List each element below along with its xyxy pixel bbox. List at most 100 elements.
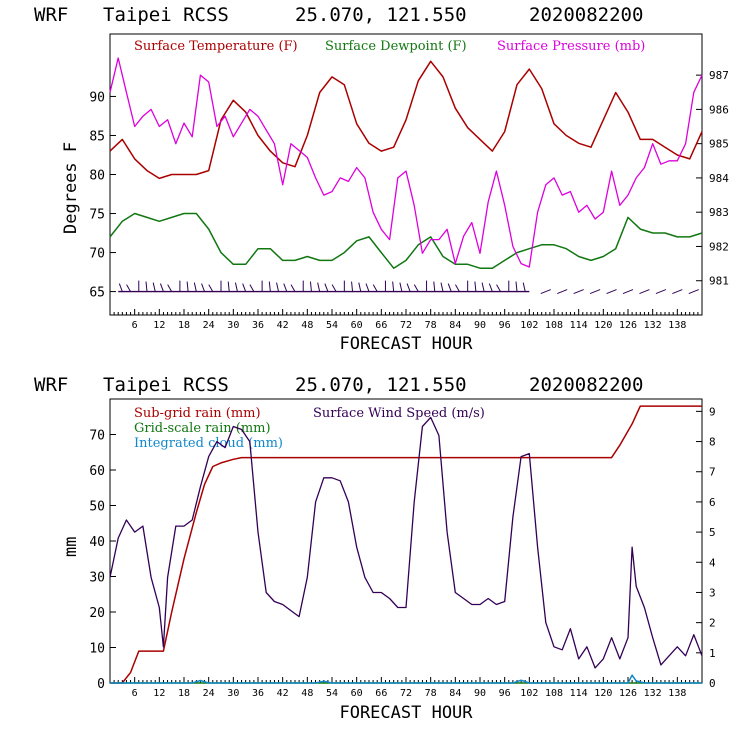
- series-surface-temperature-f: [109, 60, 703, 180]
- wind-barb: [655, 289, 667, 295]
- y-tick-label: 75: [89, 208, 105, 223]
- wind-barb: [145, 281, 148, 292]
- panel1-title-coords: 25.070, 121.550: [295, 4, 467, 26]
- x-tick-label: 114: [570, 688, 588, 699]
- legend-temperature: Surface Temperature (F): [134, 39, 298, 54]
- y2-tick-label: 3: [709, 586, 716, 599]
- series-surface-pressure-mb: [109, 57, 703, 268]
- x-tick-label: 24: [203, 320, 215, 331]
- wind-barb: [242, 283, 247, 292]
- panel2-y-axis-label: mm: [61, 537, 81, 557]
- x-tick-label: 114: [570, 320, 588, 331]
- wind-barb: [496, 284, 501, 292]
- x-tick-label: 54: [326, 688, 338, 699]
- wind-barb: [365, 283, 370, 292]
- x-tick-label: 72: [400, 320, 412, 331]
- y2-tick-label: 4: [709, 556, 716, 569]
- wind-barb: [227, 281, 230, 292]
- wind-barb: [474, 281, 477, 292]
- x-tick-label: 126: [619, 320, 637, 331]
- x-tick-label: 84: [449, 688, 461, 699]
- wind-barb: [488, 283, 493, 292]
- x-tick-label: 66: [375, 320, 387, 331]
- wind-barb: [447, 283, 452, 292]
- y2-tick-label: 985: [709, 138, 729, 151]
- panel2-series: [109, 405, 703, 684]
- x-tick-label: 30: [227, 688, 239, 699]
- y2-tick-label: 0: [709, 677, 716, 690]
- wind-barb: [317, 282, 321, 292]
- x-tick-label: 18: [178, 320, 190, 331]
- x-tick-label: 24: [203, 688, 215, 699]
- x-tick-label: 12: [153, 320, 165, 331]
- wind-barb: [159, 283, 164, 292]
- x-tick-label: 84: [449, 320, 461, 331]
- y-tick-label: 70: [89, 247, 105, 262]
- wind-barb: [276, 282, 280, 292]
- x-tick-label: 54: [326, 320, 338, 331]
- wind-barb: [622, 289, 634, 295]
- y2-tick-label: 983: [709, 206, 729, 219]
- x-tick-label: 36: [252, 320, 264, 331]
- series-surface-wind-speed-m-s: [109, 416, 703, 669]
- y-tick-label: 70: [89, 429, 105, 444]
- y-tick-label: 20: [89, 606, 105, 621]
- wind-barb: [331, 284, 337, 292]
- x-tick-label: 120: [594, 688, 612, 699]
- panel2-x-axis-label: FORECAST HOUR: [339, 703, 473, 723]
- x-tick-label: 42: [277, 688, 289, 699]
- wind-barbs-row: [118, 280, 699, 295]
- wind-barb: [268, 281, 271, 292]
- x-tick-label: 36: [252, 688, 264, 699]
- series-integrated-cloud-mm: [110, 674, 702, 684]
- legend-dewpoint: Surface Dewpoint (F): [325, 39, 467, 54]
- x-tick-label: 126: [619, 688, 637, 699]
- x-tick-label: 6: [132, 320, 138, 331]
- series-sub-grid-rain-mm: [110, 405, 702, 684]
- series-surface-dewpoint-f: [109, 212, 703, 269]
- y-tick-label: 50: [89, 500, 105, 515]
- legend-wind-speed: Surface Wind Speed (m/s): [313, 406, 485, 421]
- wind-barb: [186, 281, 189, 292]
- x-tick-label: 132: [644, 320, 662, 331]
- wind-barb: [406, 283, 411, 292]
- x-tick-label: 102: [520, 320, 538, 331]
- x-tick-label: 78: [425, 688, 437, 699]
- panel2-title-coords: 25.070, 121.550: [295, 374, 467, 396]
- panel1-x-ticks: 6 12 18 24 30 36 42 48 54 60 66 72 78 84 90 96 102 108 114…: [109, 309, 703, 331]
- wind-barb: [522, 282, 526, 292]
- x-tick-label: 18: [178, 688, 190, 699]
- x-tick-label: 138: [668, 320, 686, 331]
- wind-barb: [392, 281, 395, 292]
- x-tick-label: 108: [545, 688, 563, 699]
- wind-barb: [589, 289, 601, 295]
- wind-barb: [351, 281, 354, 292]
- wind-barb: [573, 289, 584, 295]
- panel1-y2-ticks: 981 982 983 984 985 986 987: [696, 69, 729, 288]
- wind-barb: [372, 284, 378, 292]
- x-tick-label: 90: [474, 320, 486, 331]
- y2-tick-label: 2: [709, 617, 716, 630]
- wind-barb: [167, 284, 173, 292]
- y-tick-label: 90: [89, 90, 105, 105]
- panel2-y-ticks: 0 10 20 30 40 50 60 70: [89, 429, 116, 692]
- wind-barb: [152, 282, 156, 292]
- x-tick-label: 138: [668, 688, 686, 699]
- y-tick-label: 85: [89, 129, 105, 144]
- wind-barb: [208, 284, 214, 292]
- wind-barb: [688, 289, 699, 295]
- wind-barb: [193, 282, 197, 292]
- y2-tick-label: 984: [709, 172, 729, 185]
- wind-barb: [481, 282, 485, 292]
- wind-barb: [606, 289, 617, 295]
- x-tick-label: 132: [644, 688, 662, 699]
- x-tick-label: 108: [545, 320, 563, 331]
- panel1-series: [109, 57, 703, 269]
- wind-barb: [557, 289, 568, 295]
- wind-barb: [283, 283, 288, 292]
- wind-barb: [309, 281, 312, 292]
- x-tick-label: 90: [474, 688, 486, 699]
- panel1-plot-frame: [109, 33, 703, 316]
- y2-tick-label: 987: [709, 69, 729, 82]
